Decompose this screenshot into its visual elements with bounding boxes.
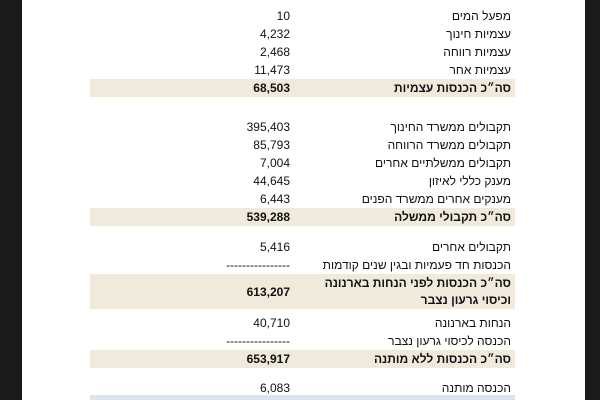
row-value: 11,473 [254,63,290,77]
row-value: 44,645 [253,174,290,188]
table-section: הנחות בארנונה 40,710 הכנסה לכיסוי גרעון נצ… [90,314,515,368]
row-value: 539,288 [246,210,290,224]
table-section: הכנסה מותנה 6,083 [90,379,515,397]
row-value: ---------------- [226,334,290,348]
total-row: סה״כ הכנסות ללא מותנה 653,917 [90,350,515,368]
document-page: מפעל המים 10 עצמיות חינוך 4,232 עצמיות רווחה… [22,0,585,400]
row-value: 2,468 [259,45,290,59]
table-row: מפעל המים 10 [90,7,515,25]
row-label: מענק כללי לאיזון [428,173,511,188]
row-value: 7,004 [259,156,290,170]
label-line: סה״כ הכנסות לפני הנחות בארנונה [324,275,511,290]
highlight-band [90,395,515,400]
total-row: סה״כ תקבולי ממשלה 539,288 [90,208,515,226]
row-value: 6,083 [259,381,290,395]
table-row: עצמיות חינוך 4,232 [90,25,515,43]
row-label: תקבולים ממשלתיים אחרים [375,155,511,170]
income-table: מפעל המים 10 עצמיות חינוך 4,232 עצמיות רווחה… [90,7,515,397]
table-row: מענקים אחרים ממשרד הפנים 6,443 [90,190,515,208]
table-row: תקבולים ממשרד הרווחה 85,793 [90,136,515,154]
table-row: הנחות בארנונה 40,710 [90,314,515,332]
row-label: סה״כ תקבולי ממשלה [394,209,511,224]
row-label: הכנסות חד פעמיות ובגין שנים קודמות [322,257,511,272]
total-row: סה״כ הכנסות לפני הנחות בארנונה וכיסוי גרע… [90,274,515,309]
table-row: תקבולים ממשרד החינוך 395,403 [90,118,515,136]
row-value: 6,443 [259,192,290,206]
row-value: 395,403 [246,120,290,134]
total-row: סה״כ הכנסות עצמיות 68,503 [90,79,515,97]
row-value: ---------------- [226,258,290,272]
row-label: עצמיות רווחה [443,44,511,59]
row-label: תקבולים ממשרד הרווחה [387,137,511,152]
table-row: הכנסה לכיסוי גרעון נצבר ---------------- [90,332,515,350]
table-row: מענק כללי לאיזון 44,645 [90,172,515,190]
table-row: הכנסה מותנה 6,083 [90,379,515,397]
row-label: סה״כ הכנסות עצמיות [394,80,511,95]
row-label: הכנסה לכיסוי גרעון נצבר [388,333,511,348]
row-label: תקבולים ממשרד החינוך [390,119,511,134]
row-value: 4,232 [259,27,290,41]
row-label: סה״כ הכנסות לפני הנחות בארנונה וכיסוי גרע… [325,274,511,309]
row-label: תקבולים אחרים [432,239,511,254]
table-section: תקבולים ממשרד החינוך 395,403 תקבולים ממשרד… [90,118,515,226]
row-label: עצמיות אחר [449,62,511,77]
row-label: מענקים אחרים ממשרד הפנים [361,191,511,206]
table-row: הכנסות חד פעמיות ובגין שנים קודמות ------… [90,256,515,274]
table-row: תקבולים ממשלתיים אחרים 7,004 [90,154,515,172]
row-value: 10 [276,9,290,23]
table-row: תקבולים אחרים 5,416 [90,238,515,256]
row-value: 85,793 [253,138,290,152]
row-label: הכנסה מותנה [441,380,511,395]
table-section: תקבולים אחרים 5,416 הכנסות חד פעמיות ובגין… [90,238,515,309]
row-label: עצמיות חינוך [446,26,511,41]
table-row: עצמיות רווחה 2,468 [90,43,515,61]
table-section: מפעל המים 10 עצמיות חינוך 4,232 עצמיות רווחה… [90,7,515,97]
row-label: הנחות בארנונה [434,315,511,330]
row-value: 68,503 [253,81,290,95]
row-value: 653,917 [246,352,290,366]
row-value: 40,710 [253,316,290,330]
row-label: סה״כ הכנסות ללא מותנה [373,351,511,366]
label-line: וכיסוי גרעון נצבר [420,292,511,307]
row-value: 613,207 [246,284,290,299]
table-row: עצמיות אחר 11,473 [90,61,515,79]
row-label: מפעל המים [451,8,511,23]
row-value: 5,416 [259,240,290,254]
